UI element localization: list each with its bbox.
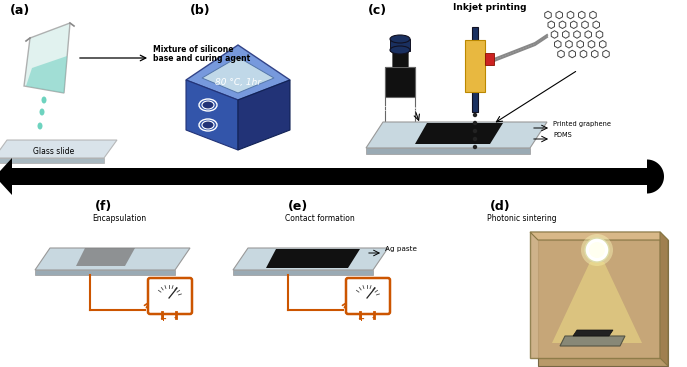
Polygon shape (538, 240, 668, 366)
Text: 80 °C, 1hr: 80 °C, 1hr (215, 79, 261, 87)
Polygon shape (26, 56, 67, 93)
Polygon shape (647, 160, 664, 193)
Polygon shape (233, 248, 388, 270)
Bar (12, 168, 647, 185)
Ellipse shape (202, 101, 214, 109)
Text: (b): (b) (190, 4, 211, 17)
Ellipse shape (41, 97, 47, 103)
Text: -: - (173, 314, 177, 323)
Ellipse shape (390, 46, 410, 54)
Text: Inkjet printing: Inkjet printing (453, 3, 527, 12)
Text: (c): (c) (368, 4, 387, 17)
Ellipse shape (199, 99, 217, 111)
Text: (e): (e) (288, 200, 308, 213)
Ellipse shape (38, 123, 43, 130)
Circle shape (473, 137, 477, 141)
Bar (485, 53, 494, 65)
Polygon shape (552, 262, 642, 343)
Text: Graphene
ink: Graphene ink (383, 106, 417, 120)
Circle shape (585, 238, 609, 262)
FancyBboxPatch shape (148, 278, 192, 314)
Polygon shape (0, 140, 117, 158)
Circle shape (473, 113, 477, 117)
Text: Glass slide: Glass slide (34, 147, 75, 156)
Polygon shape (186, 80, 238, 150)
Polygon shape (366, 148, 530, 154)
Text: +: + (357, 314, 364, 323)
Polygon shape (366, 122, 547, 148)
FancyBboxPatch shape (346, 278, 390, 314)
Text: (f): (f) (95, 200, 112, 213)
Polygon shape (385, 67, 415, 127)
Circle shape (473, 145, 477, 149)
Ellipse shape (202, 121, 214, 129)
Polygon shape (24, 23, 70, 93)
Bar (390, 39, 410, 51)
Polygon shape (0, 158, 12, 195)
Text: PDMS: PDMS (553, 132, 572, 138)
Bar (465, 40, 485, 92)
Circle shape (473, 121, 477, 125)
Text: Contact formation: Contact formation (285, 214, 354, 223)
Polygon shape (186, 45, 290, 100)
Text: Printed graphene: Printed graphene (553, 121, 611, 127)
Polygon shape (415, 123, 503, 144)
Text: -: - (371, 314, 374, 323)
Polygon shape (660, 232, 668, 366)
Circle shape (473, 129, 477, 133)
Text: Ag paste: Ag paste (385, 246, 417, 252)
Ellipse shape (39, 109, 45, 116)
Bar (392, 50, 408, 67)
Text: +: + (159, 314, 166, 323)
Text: Photonic sintering: Photonic sintering (487, 214, 556, 223)
Ellipse shape (199, 119, 217, 131)
Polygon shape (35, 248, 190, 270)
Text: Encapsulation: Encapsulation (92, 214, 146, 223)
Polygon shape (560, 336, 625, 346)
Polygon shape (530, 232, 668, 240)
Polygon shape (238, 80, 290, 150)
Polygon shape (266, 249, 360, 268)
Polygon shape (573, 330, 613, 336)
Text: Mixture of silicone: Mixture of silicone (153, 45, 234, 54)
Bar (472, 27, 478, 112)
Polygon shape (202, 57, 274, 93)
Circle shape (589, 242, 605, 258)
Ellipse shape (390, 35, 410, 43)
Polygon shape (530, 232, 660, 358)
Circle shape (581, 234, 613, 266)
Polygon shape (385, 67, 415, 97)
Polygon shape (233, 270, 373, 275)
Text: (a): (a) (10, 4, 30, 17)
Polygon shape (35, 270, 175, 275)
Polygon shape (76, 248, 135, 266)
Polygon shape (0, 158, 104, 163)
Text: (d): (d) (490, 200, 510, 213)
Text: base and curing agent: base and curing agent (153, 54, 250, 63)
